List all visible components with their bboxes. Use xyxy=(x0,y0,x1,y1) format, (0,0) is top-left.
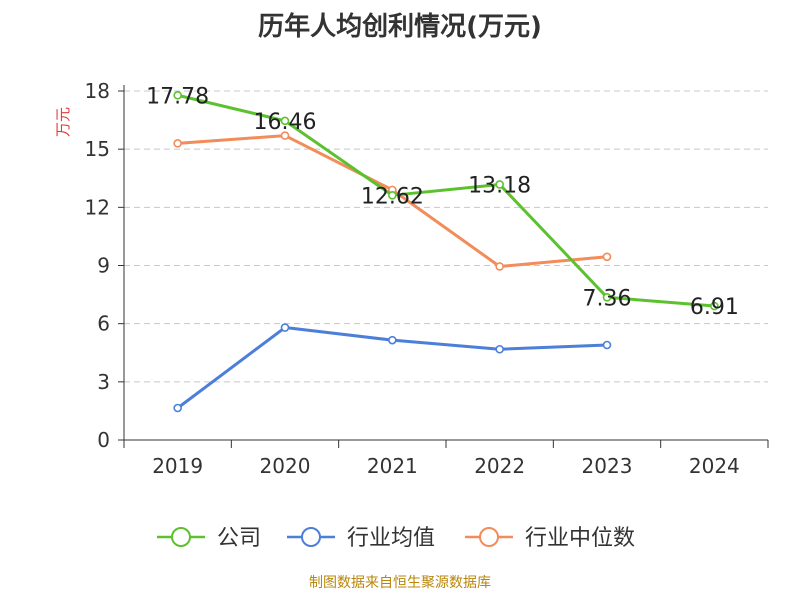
legend-label: 行业均值 xyxy=(347,526,435,551)
x-tick-label: 2019 xyxy=(152,454,203,478)
source-note: 制图数据来自恒生聚源数据库 xyxy=(309,575,491,591)
legend: 公司 行业均值 行业中位数 xyxy=(157,526,635,551)
x-tick-label: 2022 xyxy=(474,454,525,478)
legend-label: 公司 xyxy=(217,526,261,551)
data-point xyxy=(280,116,290,126)
data-point xyxy=(495,262,504,271)
legend-marker xyxy=(301,527,321,547)
data-point xyxy=(602,292,612,302)
y-tick-label: 18 xyxy=(85,79,110,103)
legend-marker xyxy=(171,527,191,547)
chart-title: 历年人均创利情况(万元) xyxy=(258,12,542,42)
y-axis-label: 万元 xyxy=(54,107,72,137)
grid-layer xyxy=(124,90,768,383)
x-tick-label: 2021 xyxy=(367,454,418,478)
data-label: 7.36 xyxy=(583,286,632,311)
data-point xyxy=(602,340,612,350)
y-tick-label: 0 xyxy=(97,428,110,452)
x-tick-label: 2023 xyxy=(582,454,633,478)
y-tick-label: 9 xyxy=(97,254,110,278)
x-tick-label: 2024 xyxy=(689,454,740,478)
data-point xyxy=(388,335,397,345)
data-label: 17.78 xyxy=(146,84,209,109)
data-label: 16.46 xyxy=(254,110,317,135)
data-point xyxy=(495,180,504,189)
data-point xyxy=(280,131,290,140)
x-tick-label: 2020 xyxy=(260,454,311,478)
data-point xyxy=(388,191,397,200)
data-point xyxy=(173,403,182,413)
legend-marker xyxy=(479,527,499,547)
series-layer xyxy=(173,90,719,413)
y-tick-label: 15 xyxy=(85,137,110,161)
y-tick-label: 3 xyxy=(97,370,110,394)
data-label-layer: 17.78 16.46 12.62 13.18 7.36 6.91 xyxy=(146,84,739,320)
data-point xyxy=(710,301,719,311)
y-tick-label: 6 xyxy=(97,312,110,336)
data-point xyxy=(280,323,290,332)
axis-layer: 0 3 6 9 12 15 18 万元 2019 2020 2021 2022 2023 2024 xyxy=(54,79,769,478)
data-point xyxy=(495,344,504,354)
data-point xyxy=(173,139,182,148)
data-point xyxy=(173,90,182,100)
legend-label: 行业中位数 xyxy=(525,526,635,551)
y-tick-label: 12 xyxy=(85,195,110,219)
data-label: 12.62 xyxy=(361,184,424,209)
data-label: 13.18 xyxy=(468,173,531,198)
series-line xyxy=(177,93,715,308)
data-point xyxy=(602,252,612,262)
data-label: 6.91 xyxy=(690,295,739,320)
